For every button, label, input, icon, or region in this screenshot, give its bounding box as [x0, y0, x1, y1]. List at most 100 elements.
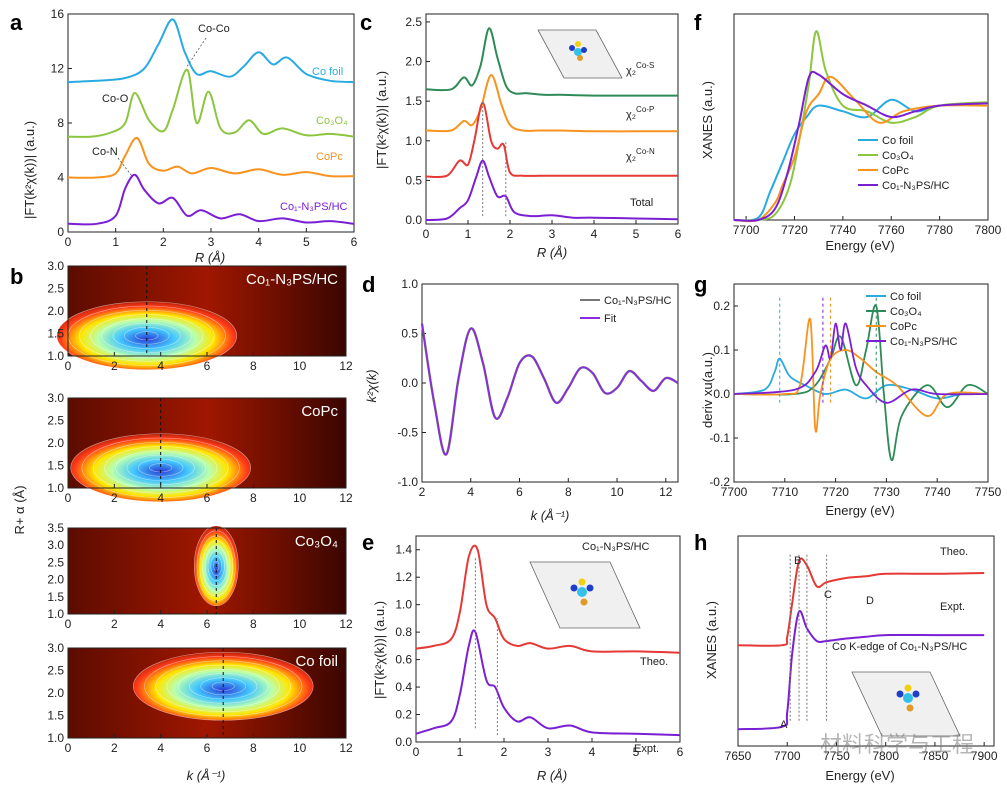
- panel-b-map4-xtick-label: 6: [204, 741, 211, 755]
- panel-e-xtick-label: 2: [501, 745, 508, 759]
- panel-c-ylabel: |FT(k²χ(k))| (a.u.): [374, 71, 389, 169]
- panel-d-xlabel: k (Å⁻¹): [531, 508, 570, 523]
- panel-e-ytick-label: 0.2: [395, 708, 412, 722]
- panel-a-xtick-label: 0: [65, 235, 72, 249]
- panel-a-label-coco: Co-Co: [198, 23, 230, 35]
- panel-d-xtick-label: 8: [565, 485, 572, 499]
- panel-h-series-line: [737, 609, 985, 731]
- panel-b-map2-ytick-label: 1.5: [47, 459, 64, 473]
- panel-b-map1-ytick-label: 2.0: [47, 304, 64, 318]
- panel-b-map3-ytick-label: 3.5: [47, 521, 64, 535]
- panel-b-map3-ytick-label: 2.0: [47, 573, 64, 587]
- panel-b-map3-xtick-label: 0: [65, 617, 72, 631]
- panel-c-series-line: [425, 73, 678, 133]
- panel-b-map1-xtick-label: 6: [204, 359, 211, 373]
- panel-e-xtick-label: 1: [457, 745, 464, 759]
- panel-h-caption: Co K-edge of Co₁-N₃PS/HC: [832, 641, 967, 653]
- panel-c-ytick-label: 1.0: [405, 134, 422, 148]
- panel-b-map2-contour: [70, 433, 251, 503]
- panel-f-xtick-label: 7780: [926, 223, 953, 237]
- panel-d-ytick-label: -1.0: [397, 475, 418, 489]
- panel-g-xtick-label: 7700: [721, 485, 748, 499]
- panel-a-xtick-label: 3: [208, 235, 215, 249]
- panel-b-map2-xtick-label: 4: [157, 491, 164, 505]
- panel-label-d: d: [362, 272, 375, 297]
- panel-b-map3-xtick-label: 6: [204, 617, 211, 631]
- panel-c-series-line: [425, 101, 679, 179]
- panel-a-xtick-label: 4: [255, 235, 262, 249]
- panel-b-map1-ytick-label: 2.5: [47, 282, 64, 296]
- panel-g-series-line: [733, 304, 989, 461]
- panel-b-map2-intensity: [70, 433, 251, 502]
- panel-g-xtick-label: 7710: [771, 485, 798, 499]
- panel-c-xtick-label: 0: [423, 227, 430, 241]
- panel-a-frame: [67, 13, 355, 233]
- panel-d-xtick-label: 12: [659, 485, 673, 499]
- panel-c-xtick-label: 5: [633, 227, 640, 241]
- panel-a-label-coo: Co-O: [102, 93, 129, 105]
- panel-b-map3-xtick-label: 12: [339, 617, 353, 631]
- panel-label-f: f: [694, 10, 702, 35]
- panel-b-map3-contour: [193, 525, 239, 607]
- panel-a-legend-cofoil: Co foil: [312, 66, 343, 78]
- panel-f-legend-cohc: Co₁-N₃PS/HC: [882, 180, 950, 192]
- panel-d-xtick-label: 6: [516, 485, 523, 499]
- panel-h-xtick-label: 7900: [971, 749, 998, 763]
- panel-h-xtick-label: 7750: [823, 749, 850, 763]
- panel-b-map1-ytick-label: 1.5: [47, 327, 64, 341]
- panel-b-map1-intensity: [56, 301, 237, 370]
- panel-b-map4-xtick-label: 12: [339, 741, 353, 755]
- panel-h-annot-d: D: [866, 595, 874, 607]
- panel-g-ylabel: deriv xu(a.u.): [700, 352, 715, 428]
- panel-a-series-line: [67, 173, 355, 226]
- panel-b-xlabel: k (Å⁻¹): [187, 768, 226, 783]
- panel-b-map2-xtick-label: 8: [250, 491, 257, 505]
- panel-f-legend-co3o4: Co₃O₄: [882, 150, 914, 162]
- panel-e-label-theo: Theo.: [640, 656, 668, 668]
- panel-b-map4-ytick-label: 1.5: [47, 709, 64, 723]
- panel-f-series-line: [733, 30, 989, 222]
- panel-g-frame: [733, 283, 989, 483]
- panel-b-map4-ytick-label: 1.0: [47, 731, 64, 745]
- watermark: 材料科学与工程: [820, 732, 974, 757]
- panel-d-ytick-label: 0.0: [401, 376, 418, 390]
- panel-c-ytick-label: 0.5: [405, 173, 422, 187]
- panel-f-xlabel: Energy (eV): [825, 238, 894, 253]
- panel-a-ytick-label: 16: [51, 7, 65, 21]
- panel-label-a: a: [10, 10, 23, 35]
- panel-g-legend-co3o4: Co₃O₄: [890, 306, 922, 318]
- panel-label-g: g: [694, 272, 707, 297]
- panel-e-xtick-label: 6: [677, 745, 684, 759]
- panel-b-ylabel: R+ α (Å): [12, 485, 27, 534]
- panel-g-xtick-label: 7750: [975, 485, 1002, 499]
- panel-b-chart: Co₁-N₃PS/HC1.01.52.02.53.00 2 4 6 8 10 12CoPc1…: [47, 259, 353, 755]
- panel-b-map2-xtick-label: 2: [111, 491, 118, 505]
- panel-b-map3-contour: [207, 550, 225, 582]
- panel-e-ytick-label: 1.2: [395, 570, 412, 584]
- panel-e-series-line: [415, 629, 681, 737]
- panel-c-xtick-label: 3: [549, 227, 556, 241]
- panel-h-chart: 7650 7700 7750 7800 7850 7900: [725, 535, 998, 763]
- panel-b-map3-title: Co₃O₄: [295, 533, 338, 550]
- panel-b-map2-xtick-label: 0: [65, 491, 72, 505]
- panel-b-map2-ytick-label: 3.0: [47, 391, 64, 405]
- panel-e-ytick-label: 1.4: [395, 543, 412, 557]
- panel-g-ytick-label: 0.2: [713, 299, 730, 313]
- panel-e-xtick-label: 3: [545, 745, 552, 759]
- panel-b-map2-ytick-label: 2.5: [47, 414, 64, 428]
- panel-b-map2-title: CoPc: [301, 403, 338, 420]
- panel-d-chart: 2 4 6 8 10 12 -1.0 -0.5 0.0 0.5 1.0: [397, 277, 679, 499]
- panel-a-series-line: [67, 136, 355, 179]
- panel-g-legend-copc: CoPc: [890, 321, 917, 333]
- panel-c-ytick-label: 0.0: [405, 213, 422, 227]
- panel-d-series-fit: [421, 323, 679, 456]
- panel-c-ytick-label: 2.0: [405, 55, 422, 69]
- panel-d-legend-fit: Fit: [604, 313, 616, 325]
- panel-b-map1-contour: [56, 301, 238, 371]
- panel-h-annot-a: A: [780, 719, 788, 731]
- panel-c-series-line: [425, 27, 678, 97]
- panel-c-label-con: χ₂Co-N: [626, 147, 655, 163]
- panel-a-label-con: Co-N: [92, 146, 118, 158]
- panel-g-ytick-label: -0.1: [709, 431, 730, 445]
